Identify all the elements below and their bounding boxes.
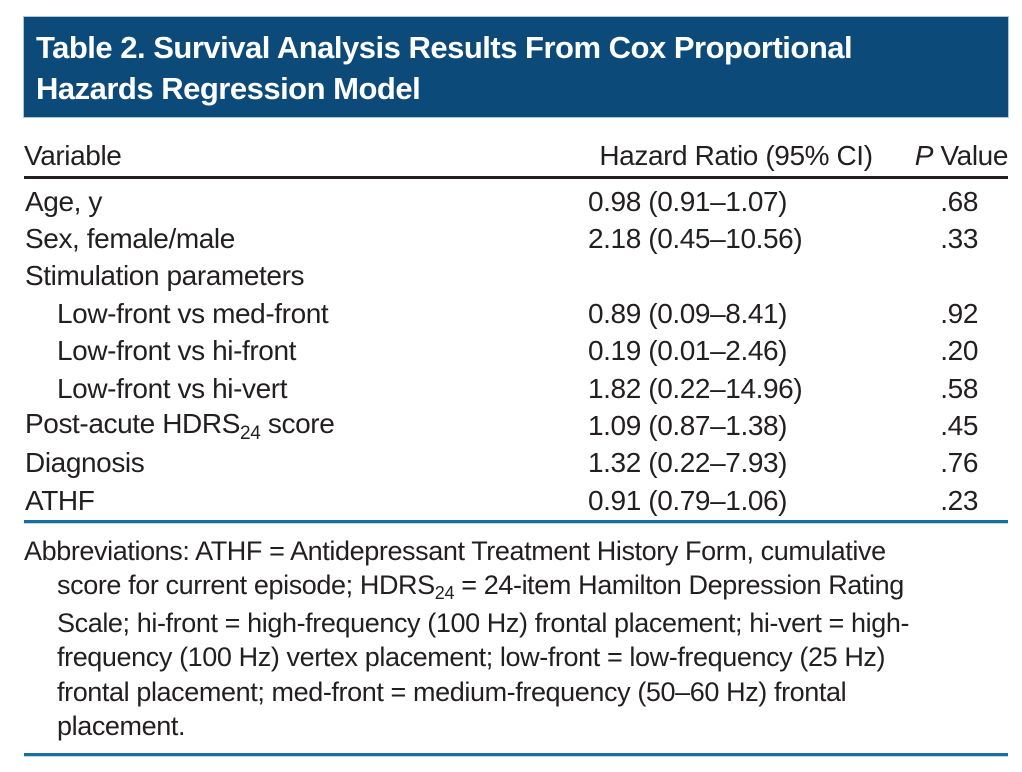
subscript-24: 24 [434,583,455,604]
footnote-text: = 24-item Hamilton Depression Rating [454,570,904,601]
column-header-hazard-ratio: Hazard Ratio (95% CI) [599,140,873,171]
hazard-ratio-cell: 0.19 (0.01–2.46) [588,335,788,367]
variable-cell: Stimulation parameters [25,260,305,292]
p-value-cell: .76 [940,447,978,479]
footnote-line: score for current episode; HDRS24 = 24-i… [24,568,1008,606]
table-bottom-rule [24,519,1008,523]
p-value-cell: .58 [940,372,978,404]
footnote-text: score for current episode; HDRS [57,570,435,601]
variable-cell: Post-acute HDRS24 score [24,408,588,444]
table-row-group-label: Stimulation parameters [24,258,1008,295]
p-value-rest: Value [933,140,1008,171]
variable-cell: Age, y [25,185,102,217]
p-value-cell: .92 [940,297,978,329]
variable-cell: ATHF [25,484,95,516]
p-value-cell: .20 [940,335,978,367]
table-figure: Table 2. Survival Analysis Results From … [23,16,1009,756]
footnote-line: frequency (100 Hz) vertex placement; low… [57,642,886,673]
table-title-line-2: Hazards Regression Model [36,71,421,106]
hazard-ratio-cell: 0.98 (0.91–1.07) [588,185,788,217]
column-header-p-value: P Value [884,140,1009,171]
variable-cell: Sex, female/male [25,223,235,255]
table-row: Sex, female/male 2.18 (0.45–10.56) .33 [24,220,1008,257]
hazard-ratio-cell: 0.89 (0.09–8.41) [588,297,788,329]
hazard-ratio-cell: 1.82 (0.22–14.96) [588,372,803,404]
footnote-line: Scale; hi-front = high-frequency (100 Hz… [57,607,910,638]
footnote-line: placement. [57,711,186,742]
hazard-ratio-cell: 1.09 (0.87–1.38) [588,410,788,442]
table-row: ATHF 0.91 (0.79–1.06) .23 [24,482,1008,519]
subscript-24: 24 [239,423,261,445]
variable-cell: Diagnosis [25,447,145,479]
abbreviations-footnote: Abbreviations: ATHF = Antidepressant Tre… [24,534,1008,744]
variable-cell: Low-front vs hi-vert [57,372,288,404]
table-row: Low-front vs med-front 0.89 (0.09–8.41) … [24,295,1008,332]
table-body: Age, y 0.98 (0.91–1.07) .68 Sex, female/… [24,179,1008,520]
footnote-line: frontal placement; med-front = medium-fr… [57,676,847,707]
p-value-cell: .45 [940,410,978,442]
variable-cell: Low-front vs hi-front [57,335,297,367]
table-row: Post-acute HDRS24 score 1.09 (0.87–1.38)… [24,407,1008,444]
variable-text: Post-acute HDRS [25,408,240,440]
table-row: Age, y 0.98 (0.91–1.07) .68 [24,183,1008,220]
variable-cell: Low-front vs med-front [57,297,329,329]
footnote-line: Abbreviations: ATHF = Antidepressant Tre… [24,535,886,566]
table-title-line-1: Table 2. Survival Analysis Results From … [36,30,853,65]
p-value-italic-p: P [914,140,934,171]
p-value-cell: .23 [940,484,978,516]
table-header-row: Variable Hazard Ratio (95% CI) P Value [24,119,1008,179]
variable-text: score [260,408,335,440]
hazard-ratio-cell: 1.32 (0.22–7.93) [588,447,788,479]
figure-bottom-rule [24,752,1008,756]
column-header-variable: Variable [24,140,122,171]
table-row: Low-front vs hi-front 0.19 (0.01–2.46) .… [24,333,1008,370]
table-row: Diagnosis 1.32 (0.22–7.93) .76 [24,445,1008,482]
hazard-ratio-cell: 2.18 (0.45–10.56) [588,223,803,255]
p-value-cell: .68 [940,185,978,217]
table-row: Low-front vs hi-vert 1.82 (0.22–14.96) .… [24,370,1008,407]
hazard-ratio-cell: 0.91 (0.79–1.06) [588,484,788,516]
table-title-bar: Table 2. Survival Analysis Results From … [23,16,1009,118]
p-value-cell: .33 [940,223,978,255]
